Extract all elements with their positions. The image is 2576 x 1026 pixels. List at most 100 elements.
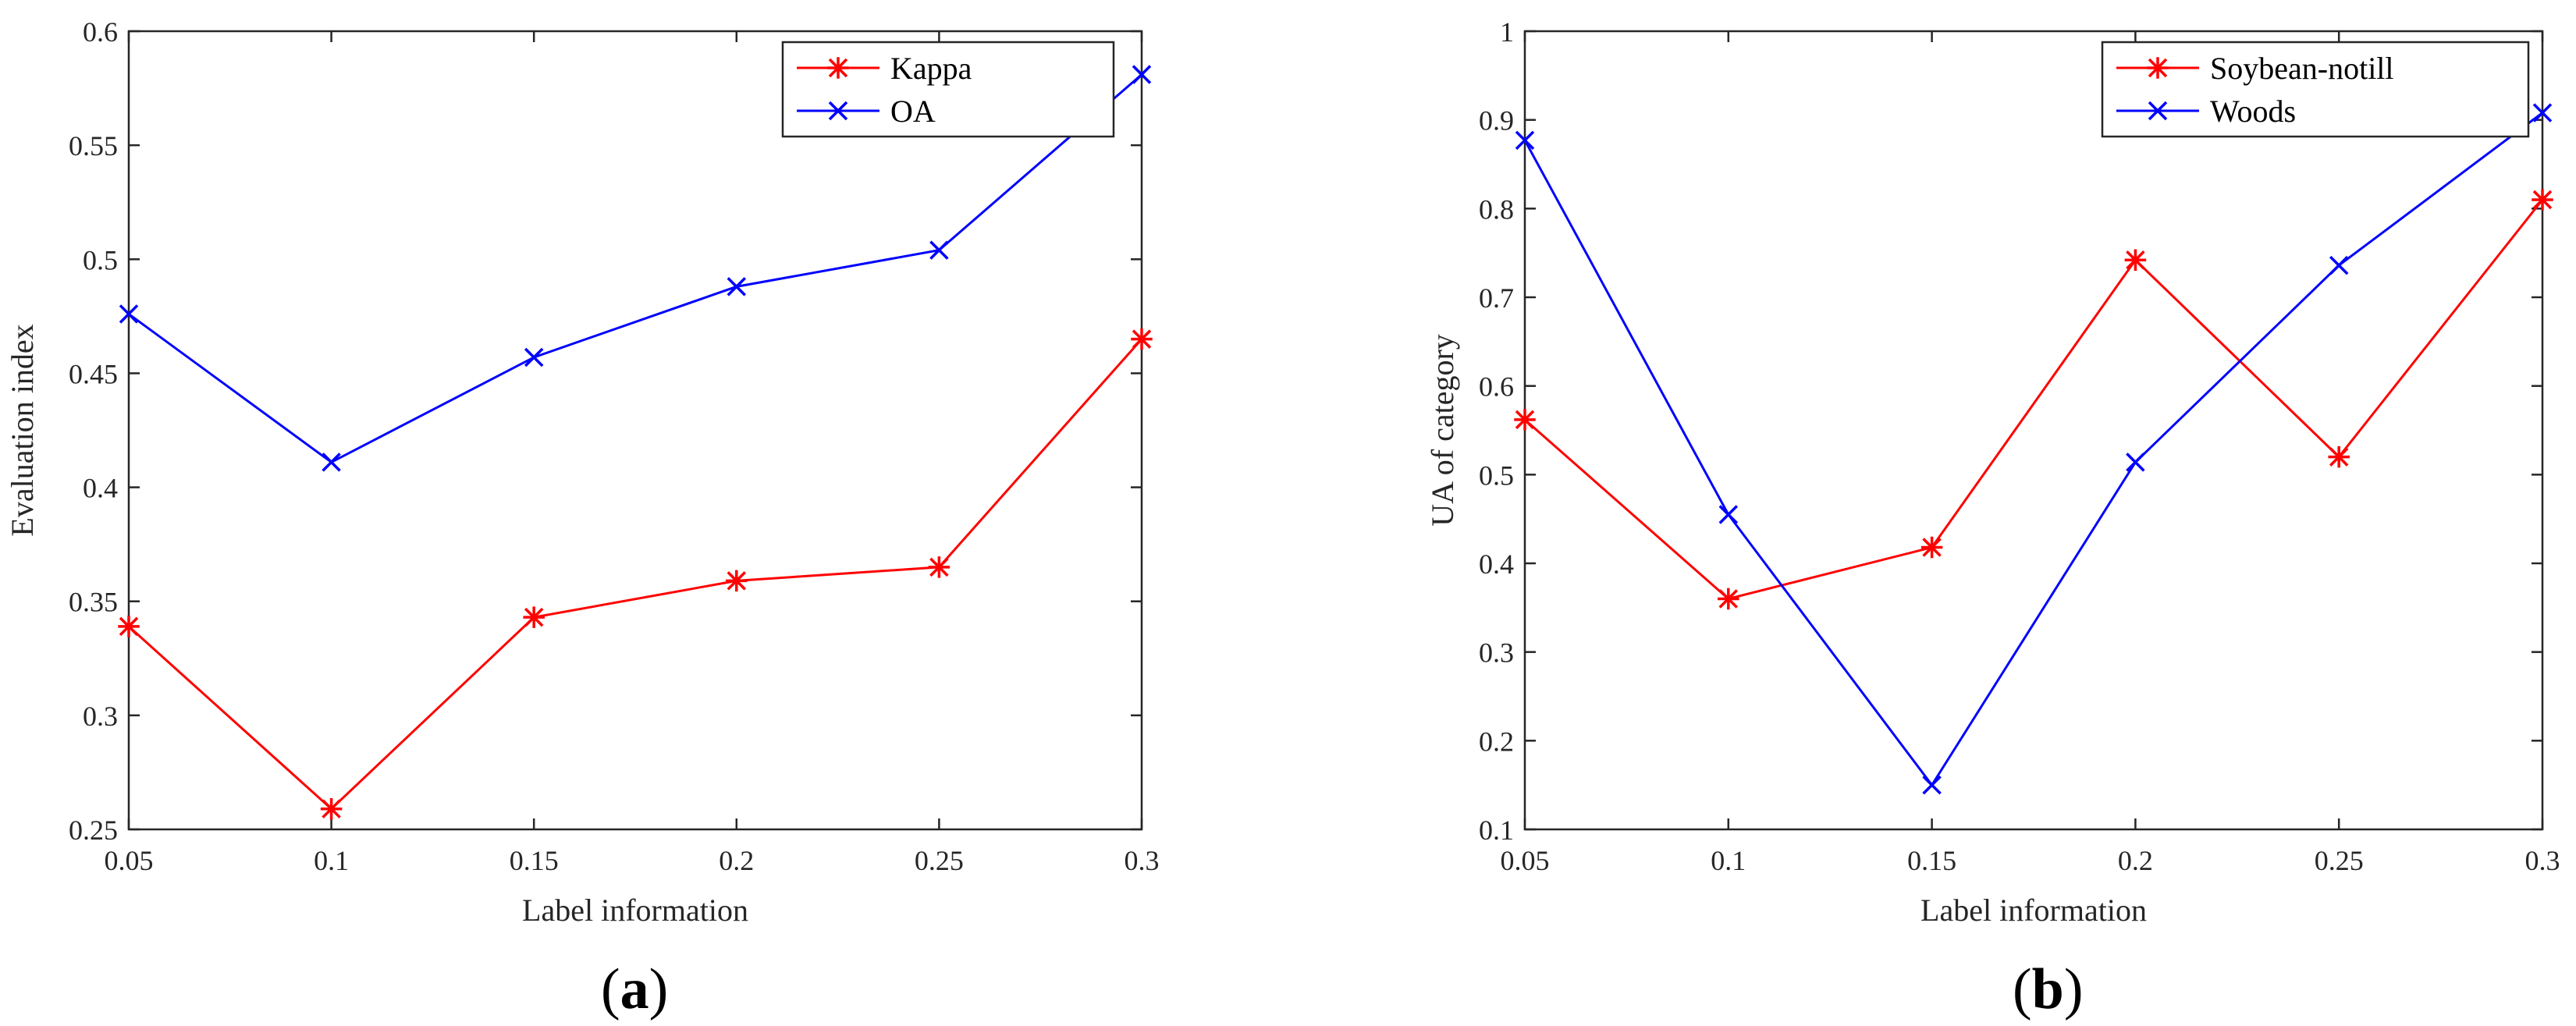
x-tick-label: 0.25: [915, 845, 964, 876]
y-tick-label: 0.3: [83, 701, 118, 732]
x-tick-label: 0.2: [719, 845, 754, 876]
x-tick-label: 0.3: [2525, 845, 2560, 876]
series-oa: [119, 65, 1152, 472]
asterisk-marker: [2147, 57, 2169, 79]
plot-area-frame: [127, 30, 1143, 831]
y-tick-label: 0.25: [69, 815, 118, 846]
panel-label-open: (: [601, 957, 620, 1021]
x-tick-label: 0.2: [2118, 845, 2153, 876]
series-woods: [1515, 103, 2553, 795]
asterisk-marker: [1514, 409, 1536, 431]
panel-label-letter: b: [2032, 957, 2064, 1021]
x-marker: [2148, 101, 2168, 121]
asterisk-marker: [827, 57, 849, 79]
y-tick-label: 0.2: [1479, 726, 1514, 757]
legend-item: Soybean-notill: [2116, 51, 2394, 86]
y-tick-label: 0.35: [69, 587, 118, 618]
series-soybean-notill: [1514, 189, 2553, 610]
y-tick-label: 0.9: [1479, 105, 1514, 137]
x-marker: [2126, 453, 2145, 472]
asterisk-marker: [2532, 189, 2553, 211]
legend: Soybean-notill Woods: [2101, 41, 2530, 138]
legend-item: Woods: [2116, 94, 2296, 129]
x-axis-title: Label information: [522, 893, 748, 928]
x-marker: [1922, 775, 1942, 795]
x-marker: [1718, 505, 1739, 524]
marker-stroke: [1922, 775, 1942, 795]
y-tick-label: 0.5: [1479, 460, 1514, 491]
marker-stroke: [727, 277, 747, 296]
x-tick-label: 0.05: [1501, 845, 1550, 876]
x-tick-label: 0.25: [2315, 845, 2364, 876]
marker-stroke: [929, 240, 949, 260]
asterisk-marker: [2328, 446, 2350, 468]
legend-label: Woods: [2210, 94, 2296, 129]
asterisk-marker: [928, 556, 950, 578]
y-tick-label: 0.5: [83, 244, 118, 275]
y-axis-title: Evaluation index: [5, 324, 40, 536]
series-kappa: [118, 328, 1153, 820]
marker-stroke: [1132, 65, 1152, 84]
x-marker: [1515, 130, 1535, 151]
asterisk-marker: [523, 606, 545, 628]
plot-area-frame: [1523, 30, 2544, 831]
x-marker: [828, 101, 848, 121]
legend-label: Soybean-notill: [2210, 51, 2394, 86]
x-marker: [322, 453, 341, 472]
panel-label-letter: a: [620, 957, 649, 1021]
asterisk-marker: [2124, 249, 2147, 272]
legend-label: Kappa: [890, 51, 972, 86]
chart-panel-a: 0.05 0.1 0.15 0.2 0.25 0.3 0.25 0.3 0.35 0.4 0.45 0…: [5, 16, 1160, 1021]
chart-panel-b: 0.05 0.1 0.15 0.2 0.25 0.30.10.20.30.40.50.60…: [1425, 16, 2560, 1021]
x-tick-label: 0.15: [1907, 845, 1956, 876]
asterisk-marker: [1131, 328, 1153, 350]
marker-stroke: [2532, 103, 2553, 122]
series-line: [1524, 199, 2544, 601]
legend-label: OA: [890, 94, 936, 129]
marker-stroke: [2329, 255, 2349, 275]
x-marker: [2329, 255, 2349, 275]
asterisk-marker: [1718, 588, 1739, 610]
legend-item: Kappa: [797, 51, 972, 86]
y-tick-label: 0.55: [69, 130, 118, 162]
legend-item: OA: [797, 94, 936, 129]
x-marker: [929, 240, 949, 260]
x-axis-title: Label information: [1920, 893, 2147, 928]
panel-label: (b): [2013, 957, 2083, 1021]
x-tick-label: 0.15: [510, 845, 559, 876]
x-marker: [119, 304, 139, 324]
x-marker: [524, 347, 544, 367]
y-tick-label: 0.1: [1479, 815, 1514, 846]
series-line: [127, 338, 1143, 811]
x-marker: [2532, 103, 2553, 122]
y-axis-title: UA of category: [1425, 334, 1460, 527]
asterisk-marker: [726, 570, 748, 592]
y-tick-label: 0.6: [1479, 371, 1514, 403]
marker-stroke: [828, 101, 848, 121]
marker-stroke: [2126, 453, 2145, 472]
x-tick-label: 0.3: [1125, 845, 1160, 876]
y-tick-label: 0.3: [1479, 637, 1514, 669]
marker-stroke: [1718, 505, 1739, 524]
y-tick-label: 0.8: [1479, 193, 1514, 225]
legend: Kappa OA: [781, 41, 1115, 138]
x-tick-label: 0.1: [314, 845, 349, 876]
x-tick-label: 0.1: [1711, 845, 1746, 876]
x-tick-label: 0.05: [105, 845, 154, 876]
asterisk-marker: [320, 797, 343, 820]
y-tick-label: 0.45: [69, 358, 118, 389]
asterisk-marker: [118, 616, 140, 637]
marker-stroke: [1515, 130, 1535, 151]
x-marker: [1132, 65, 1152, 84]
legend-box: [2101, 41, 2530, 138]
marker-stroke: [119, 304, 139, 324]
series-line: [128, 73, 1142, 464]
series-line: [1523, 112, 2543, 787]
panel-label-close: ): [649, 957, 669, 1021]
y-tick-label: 1: [1500, 16, 1514, 48]
marker-stroke: [2148, 101, 2168, 121]
y-tick-label: 0.6: [83, 16, 118, 48]
panel-label-open: (: [2013, 957, 2032, 1021]
marker-stroke: [322, 453, 341, 472]
